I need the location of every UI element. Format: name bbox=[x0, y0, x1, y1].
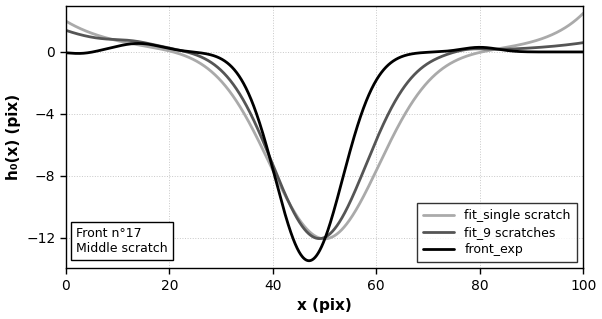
fit_single scratch bbox=[321, 237, 328, 241]
front_exp bbox=[62, 51, 69, 55]
Line: front_exp: front_exp bbox=[66, 43, 583, 261]
fit_9 scratches bbox=[565, 43, 572, 47]
front_exp bbox=[314, 252, 321, 256]
front_exp bbox=[305, 259, 312, 263]
X-axis label: x (pix): x (pix) bbox=[297, 299, 352, 314]
fit_9 scratches bbox=[580, 41, 587, 45]
fit_single scratch bbox=[470, 52, 477, 56]
fit_single scratch bbox=[88, 32, 96, 35]
fit_single scratch bbox=[314, 235, 321, 239]
front_exp bbox=[470, 46, 477, 49]
Text: Front n°17
Middle scratch: Front n°17 Middle scratch bbox=[76, 227, 168, 255]
front_exp bbox=[580, 50, 587, 54]
Y-axis label: h₀(x) (pix): h₀(x) (pix) bbox=[5, 94, 20, 180]
fit_single scratch bbox=[580, 11, 587, 15]
fit_single scratch bbox=[565, 24, 572, 28]
fit_9 scratches bbox=[88, 35, 96, 39]
front_exp bbox=[300, 256, 308, 260]
front_exp bbox=[565, 50, 573, 54]
fit_9 scratches bbox=[316, 237, 323, 241]
fit_single scratch bbox=[300, 224, 307, 227]
fit_9 scratches bbox=[62, 28, 69, 32]
front_exp bbox=[135, 41, 142, 45]
fit_9 scratches bbox=[565, 43, 572, 47]
fit_9 scratches bbox=[314, 236, 321, 240]
Legend: fit_single scratch, fit_9 scratches, front_exp: fit_single scratch, fit_9 scratches, fro… bbox=[417, 203, 577, 262]
front_exp bbox=[88, 50, 96, 54]
front_exp bbox=[565, 50, 572, 54]
fit_single scratch bbox=[565, 24, 572, 27]
fit_9 scratches bbox=[470, 47, 477, 51]
Line: fit_single scratch: fit_single scratch bbox=[66, 13, 583, 239]
fit_9 scratches bbox=[300, 226, 307, 230]
Line: fit_9 scratches: fit_9 scratches bbox=[66, 30, 583, 239]
fit_single scratch bbox=[62, 19, 69, 23]
